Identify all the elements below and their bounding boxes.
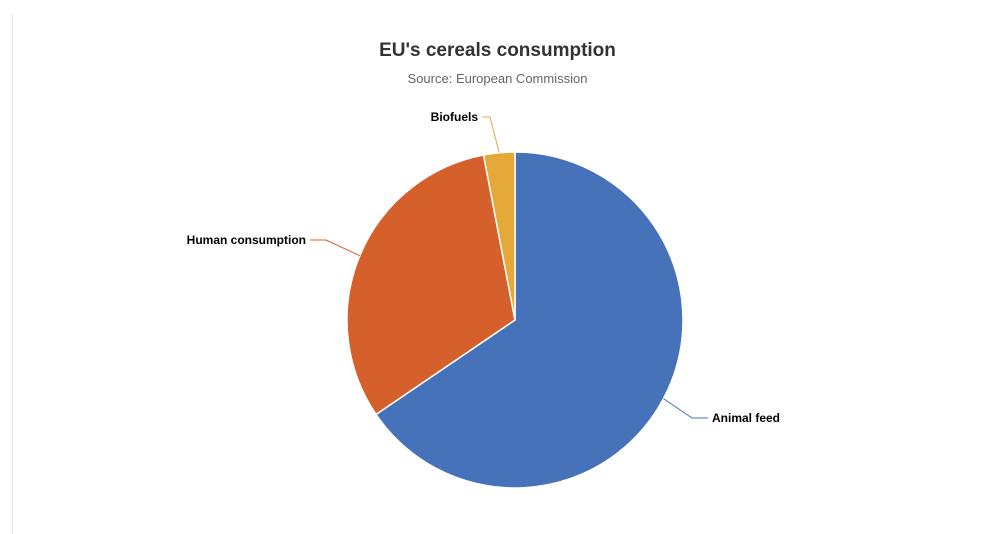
pie-slice-animal-feed: [375, 151, 684, 489]
data-label-biofuels: Biofuels: [431, 110, 479, 124]
pie-slices: [346, 151, 684, 489]
connector-human-consumption: [310, 239, 360, 257]
left-divider: [12, 14, 13, 534]
data-label-human-consumption: Human consumption: [187, 233, 306, 247]
chart-title: EU's cereals consumption: [379, 40, 616, 61]
pie-slice-biofuels: [482, 151, 516, 321]
pie-labels: Animal feed Human consumption Biofuels: [187, 110, 780, 425]
chart-subtitle: Source: European Commission: [407, 71, 588, 86]
pie-slice-human-consumption: [346, 154, 516, 416]
connector-biofuels: [482, 116, 500, 153]
connector-animal-feed: [663, 398, 708, 419]
data-label-animal-feed: Animal feed: [712, 411, 780, 425]
